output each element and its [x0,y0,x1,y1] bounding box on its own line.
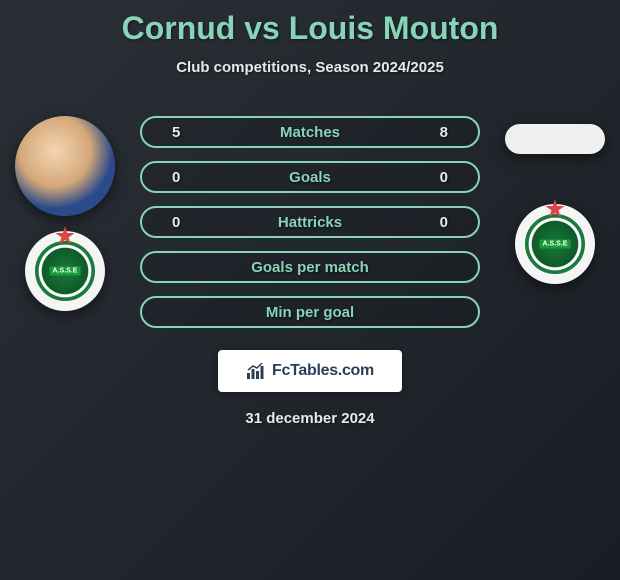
stat-label: Goals per match [251,259,369,276]
brand-box: FcTables.com [218,350,402,392]
stat-label: Matches [280,124,340,141]
stat-row-goals: 0 Goals 0 [140,161,480,193]
player-left-column: A.S.S.E [10,116,120,311]
stat-row-min-per-goal: Min per goal [140,296,480,328]
brand-chart-icon [246,363,266,379]
player-right-avatar [505,124,605,154]
stat-right-value: 8 [418,124,448,141]
club-crest-label: A.S.S.E [540,240,571,249]
stats-column: 5 Matches 8 0 Goals 0 0 Hattricks 0 Goal… [140,116,480,328]
brand-text: FcTables.com [272,362,374,380]
stat-left-value: 0 [172,214,202,231]
club-crest-icon: A.S.S.E [525,214,585,274]
stat-label: Hattricks [278,214,342,231]
stat-label: Min per goal [266,304,354,321]
stat-left-value: 0 [172,169,202,186]
stat-right-value: 0 [418,214,448,231]
stat-left-value: 5 [172,124,202,141]
page-subtitle: Club competitions, Season 2024/2025 [0,59,620,76]
player-right-column: A.S.S.E [500,116,610,284]
club-crest-icon: A.S.S.E [35,241,95,301]
comparison-content: A.S.S.E 5 Matches 8 0 Goals 0 0 Hattrick… [0,116,620,328]
stat-label: Goals [289,169,331,186]
club-crest-label: A.S.S.E [50,267,81,276]
date-text: 31 december 2024 [0,410,620,427]
stat-row-matches: 5 Matches 8 [140,116,480,148]
player-right-club-badge: A.S.S.E [515,204,595,284]
stat-right-value: 0 [418,169,448,186]
stat-row-goals-per-match: Goals per match [140,251,480,283]
page-title: Cornud vs Louis Mouton [0,10,620,47]
player-left-club-badge: A.S.S.E [25,231,105,311]
player-left-avatar [15,116,115,216]
stat-row-hattricks: 0 Hattricks 0 [140,206,480,238]
footer: FcTables.com 31 december 2024 [0,350,620,427]
comparison-card: Cornud vs Louis Mouton Club competitions… [0,0,620,427]
